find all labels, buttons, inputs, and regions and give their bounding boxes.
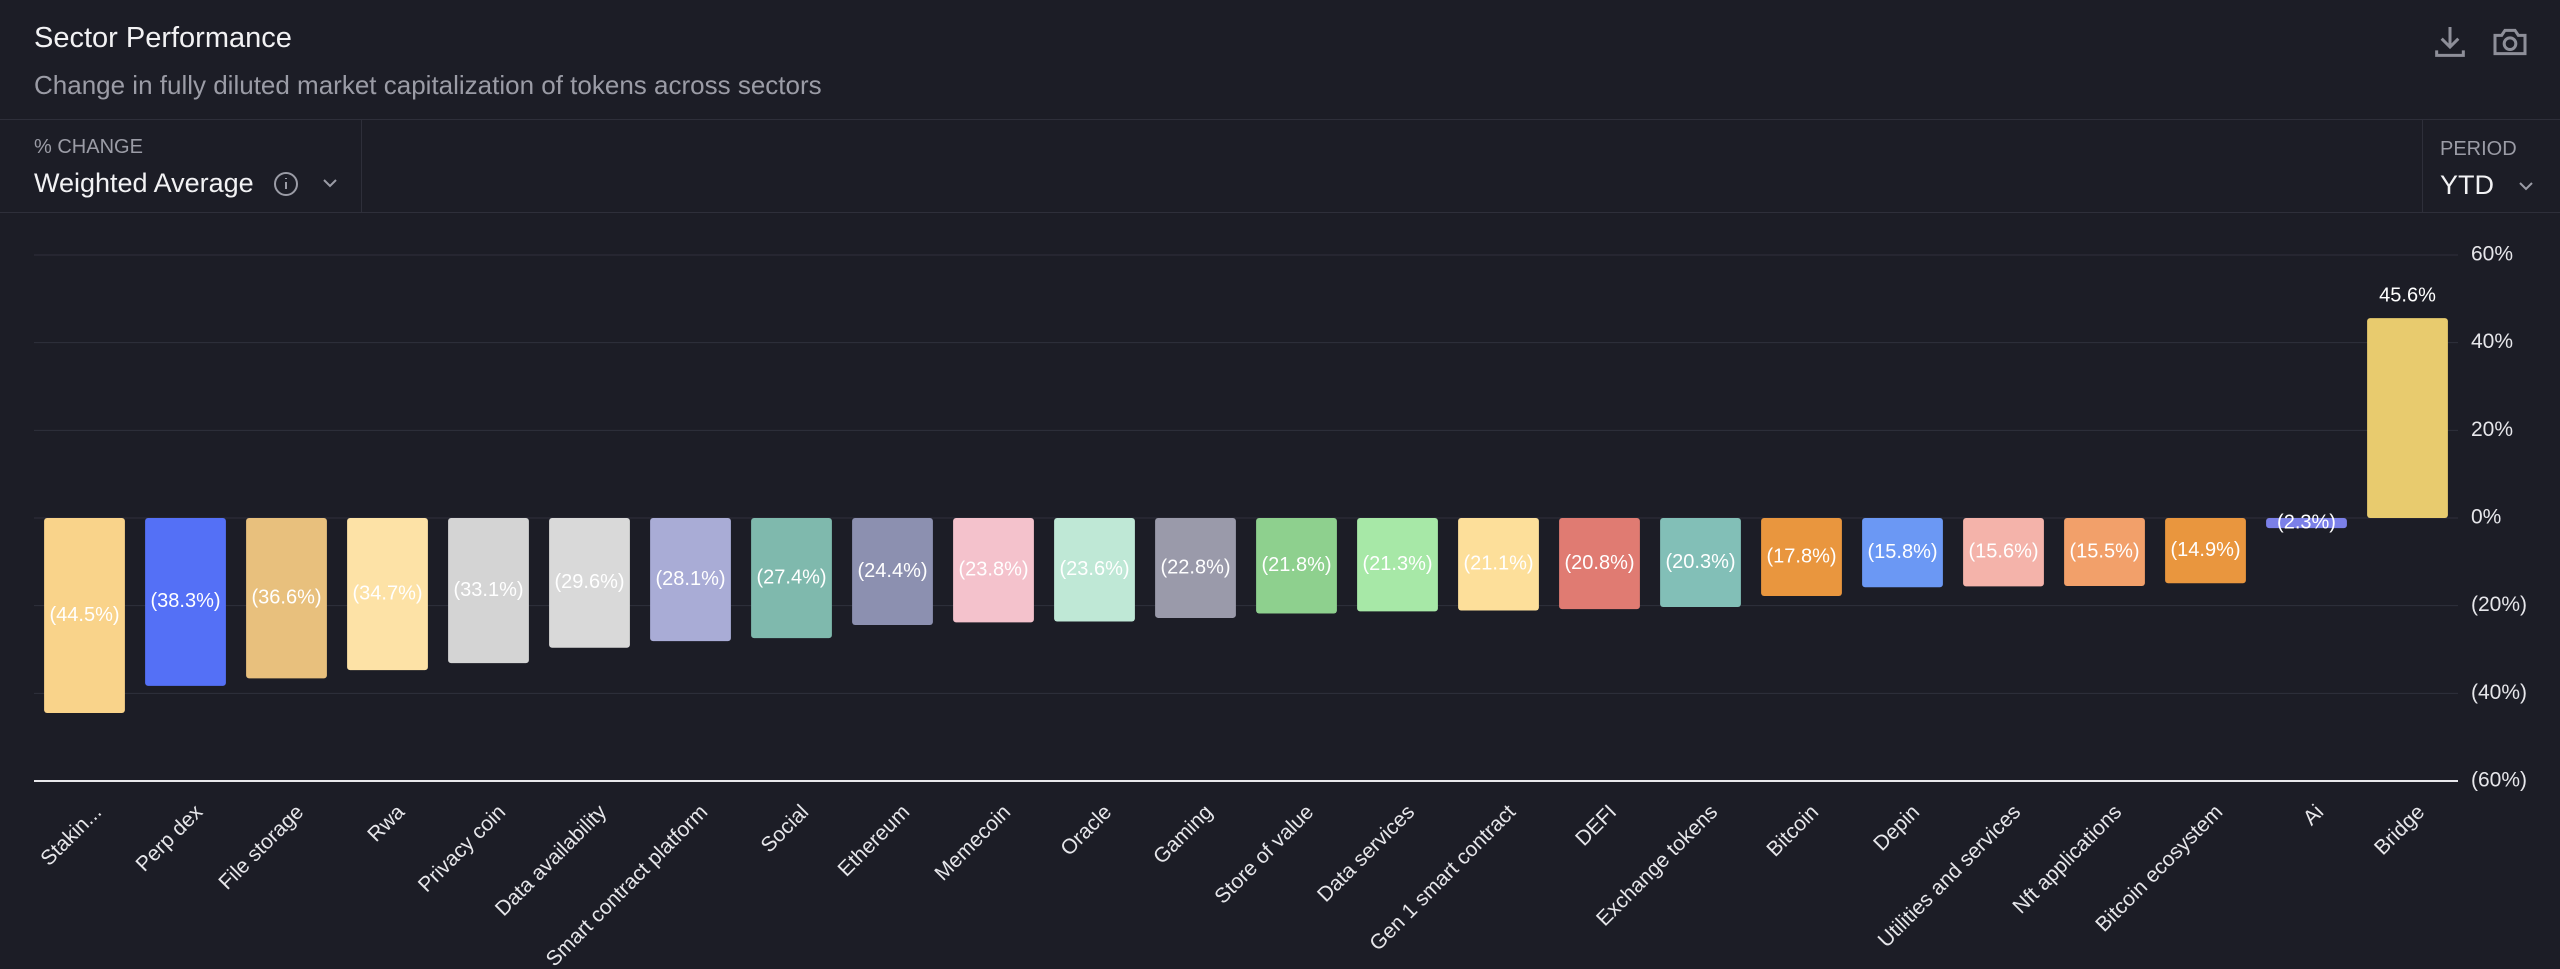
bar: [953, 518, 1034, 623]
y-tick-label: 0%: [2471, 506, 2501, 529]
bar: [751, 518, 832, 639]
data-label: (21.3%): [1362, 553, 1432, 575]
data-label: 45.6%: [2379, 284, 2436, 306]
period-select[interactable]: YTD: [2440, 170, 2494, 200]
metric-label: % CHANGE: [34, 136, 143, 158]
x-tick-label: Perp dex: [132, 800, 208, 876]
metric-icons[interactable]: [272, 170, 342, 198]
bar: [1357, 518, 1438, 612]
data-label: (29.6%): [554, 571, 624, 593]
x-tick-label: Nft applications: [2008, 800, 2126, 918]
data-label: (20.3%): [1665, 551, 1735, 573]
data-label: (15.5%): [2069, 540, 2139, 562]
x-tick-label: Rwa: [363, 800, 409, 846]
data-label: (23.6%): [1059, 558, 1129, 580]
metric-select[interactable]: Weighted Average: [34, 168, 254, 198]
x-tick-label: Privacy coin: [414, 800, 510, 896]
bar: [1054, 518, 1135, 622]
data-label: (21.1%): [1463, 553, 1533, 575]
x-tick-label: Stakin...: [36, 800, 106, 870]
y-tick-label: 20%: [2471, 418, 2513, 441]
data-label: (28.1%): [655, 568, 725, 590]
data-label: (21.8%): [1261, 554, 1331, 576]
y-tick-label: (20%): [2471, 593, 2527, 616]
y-tick-label: (60%): [2471, 769, 2527, 792]
data-label: (27.4%): [756, 566, 826, 588]
x-tick-label: Social: [757, 800, 814, 857]
data-label: (33.1%): [453, 579, 523, 601]
chart: 60% 40% 20% 0% (20%) (40%) (60%) (44.5%) Stakin.…: [34, 243, 2527, 969]
period-label: PERIOD: [2440, 138, 2517, 160]
data-label: (15.8%): [1867, 541, 1937, 563]
y-tick-label: (40%): [2471, 681, 2527, 704]
data-label: (36.6%): [251, 586, 321, 608]
bar: [1256, 518, 1337, 614]
data-label: (38.3%): [150, 590, 220, 612]
chevron[interactable]: [2512, 172, 2540, 200]
bar: [1458, 518, 1539, 611]
data-label: (15.6%): [1968, 540, 2038, 562]
bar: [1963, 518, 2044, 587]
x-tick-label: Smart contract platform: [542, 800, 713, 969]
data-label: (23.8%): [958, 558, 1028, 580]
bar: [1862, 518, 1943, 588]
bar: [650, 518, 731, 642]
data-label: (24.4%): [857, 560, 927, 582]
title: Sector Performance: [34, 22, 292, 54]
x-tick-label: Data services: [1313, 800, 1419, 906]
x-tick-label: Memecoin: [930, 800, 1015, 885]
data-label: (34.7%): [352, 582, 422, 604]
x-tick-label: Depin: [1869, 800, 1924, 855]
download-icon[interactable]: [2430, 22, 2470, 62]
bar: [145, 518, 226, 686]
x-tick-label: Oracle: [1056, 800, 1116, 860]
divider: [0, 212, 2560, 213]
x-tick-label: File storage: [214, 800, 308, 894]
divider: [361, 119, 362, 212]
data-label: (17.8%): [1766, 545, 1836, 567]
divider: [0, 119, 2560, 120]
data-label: (22.8%): [1160, 556, 1230, 578]
x-tick-label: Store of value: [1210, 800, 1318, 908]
data-label: (20.8%): [1564, 552, 1634, 574]
x-tick-label: Ethereum: [834, 800, 915, 881]
bar: [2064, 518, 2145, 586]
data-label: (14.9%): [2170, 539, 2240, 561]
bar: [246, 518, 327, 679]
bar: [1660, 518, 1741, 607]
data-label: (44.5%): [49, 604, 119, 626]
bar: [2266, 518, 2347, 529]
bar: [44, 518, 125, 714]
data-label: (2.3%): [2277, 511, 2336, 533]
y-tick-label: 60%: [2471, 243, 2513, 266]
x-tick-label: Bitcoin: [1762, 800, 1823, 861]
bar: [549, 518, 630, 648]
x-tick-label: DEFI: [1571, 800, 1621, 850]
bar: [2165, 518, 2246, 584]
y-tick-label: 40%: [2471, 330, 2513, 353]
bar: [1761, 518, 1842, 597]
x-tick-label: Bridge: [2370, 800, 2429, 859]
x-tick-label: Ai: [2299, 800, 2328, 829]
bar: [1155, 518, 1236, 618]
subtitle: Change in fully diluted market capitaliz…: [34, 70, 822, 100]
divider: [2422, 119, 2423, 212]
x-tick-label: Gaming: [1149, 800, 1217, 868]
bar: [1559, 518, 1640, 610]
bar: [448, 518, 529, 664]
bar: [347, 518, 428, 671]
bar: [2367, 318, 2448, 518]
camera-icon[interactable]: [2490, 22, 2530, 62]
bar: [852, 518, 933, 625]
